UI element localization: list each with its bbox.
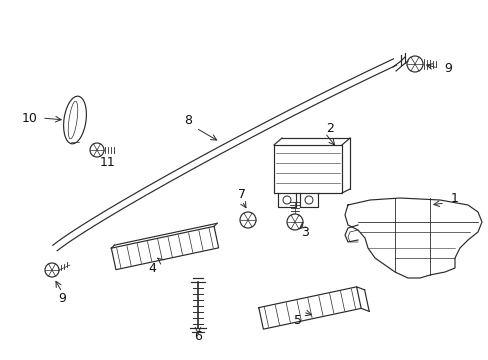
Text: 2: 2: [325, 122, 333, 135]
Text: 9: 9: [443, 62, 451, 75]
Text: 8: 8: [183, 113, 192, 126]
Text: 7: 7: [238, 189, 245, 202]
Text: 4: 4: [148, 261, 156, 274]
Text: 9: 9: [58, 292, 66, 305]
Text: 5: 5: [293, 314, 302, 327]
Text: 1: 1: [450, 192, 458, 204]
Text: 10: 10: [22, 112, 38, 125]
Text: 6: 6: [194, 329, 202, 342]
Text: 3: 3: [301, 225, 308, 238]
Text: 11: 11: [100, 156, 116, 168]
